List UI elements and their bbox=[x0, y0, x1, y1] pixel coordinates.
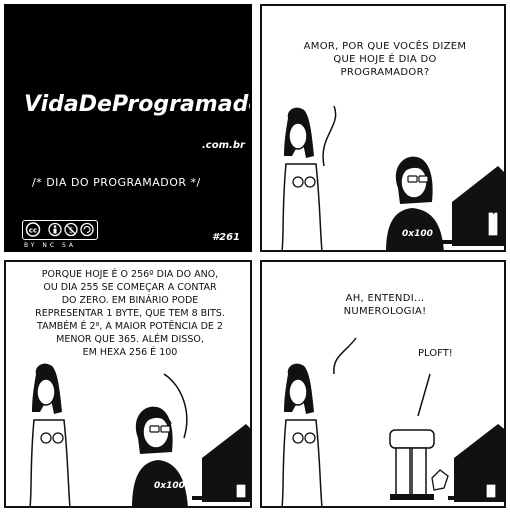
sound-effect-tail bbox=[417, 373, 431, 417]
site-domain: .com.br bbox=[202, 140, 245, 151]
license-icons: cc $ bbox=[25, 222, 94, 237]
shirt-text: 0x100 bbox=[402, 229, 433, 239]
computer-desk bbox=[440, 166, 504, 246]
shirt-text: 0x100 bbox=[154, 481, 185, 491]
svg-text:cc: cc bbox=[29, 227, 37, 235]
wife-character bbox=[281, 363, 323, 506]
computer-desk bbox=[192, 424, 250, 502]
strip-title: /* DIA DO PROGRAMADOR */ bbox=[32, 176, 201, 189]
sound-effect-ploft: PLOFT! bbox=[418, 348, 453, 359]
speech-bubble-wife-reply: AH, ENTENDI... NUMEROLOGIA! bbox=[343, 293, 427, 317]
wife-character bbox=[29, 363, 71, 506]
speech-tail bbox=[163, 373, 188, 439]
wife-character bbox=[281, 107, 323, 250]
panel-2-art: 0x100 bbox=[281, 105, 504, 250]
speech-tail bbox=[333, 337, 357, 375]
speech-tail bbox=[322, 105, 337, 167]
panel-3: PORQUE HOJE É O 256º DIA DO ANO, OU DIA … bbox=[4, 260, 252, 508]
speech-bubble-wife-question: AMOR, POR QUE VOCÊS DIZEM QUE HOJE É DIA… bbox=[303, 41, 467, 78]
computer-desk bbox=[448, 424, 504, 502]
creative-commons-badge: cc $ bbox=[22, 220, 98, 240]
panel-4-art bbox=[281, 337, 504, 506]
panel-3-art: 0x100 bbox=[29, 363, 250, 506]
license-labels: BY NC SA bbox=[24, 242, 76, 249]
speech-bubble-programmer-answer: PORQUE HOJE É O 256º DIA DO ANO, OU DIA … bbox=[35, 269, 225, 358]
panel-4: AH, ENTENDI... NUMEROLOGIA! PLOFT! bbox=[260, 260, 506, 508]
title-panel: VidaDeProgramador .com.br /* DIA DO PROG… bbox=[4, 4, 252, 252]
site-logo: VidaDeProgramador bbox=[24, 92, 252, 117]
programmer-character bbox=[386, 156, 444, 250]
programmer-character bbox=[132, 406, 188, 506]
strip-number: #261 bbox=[212, 232, 240, 243]
fallen-programmer-chair bbox=[389, 429, 449, 500]
panel-2: AMOR, POR QUE VOCÊS DIZEM QUE HOJE É DIA… bbox=[260, 4, 506, 252]
